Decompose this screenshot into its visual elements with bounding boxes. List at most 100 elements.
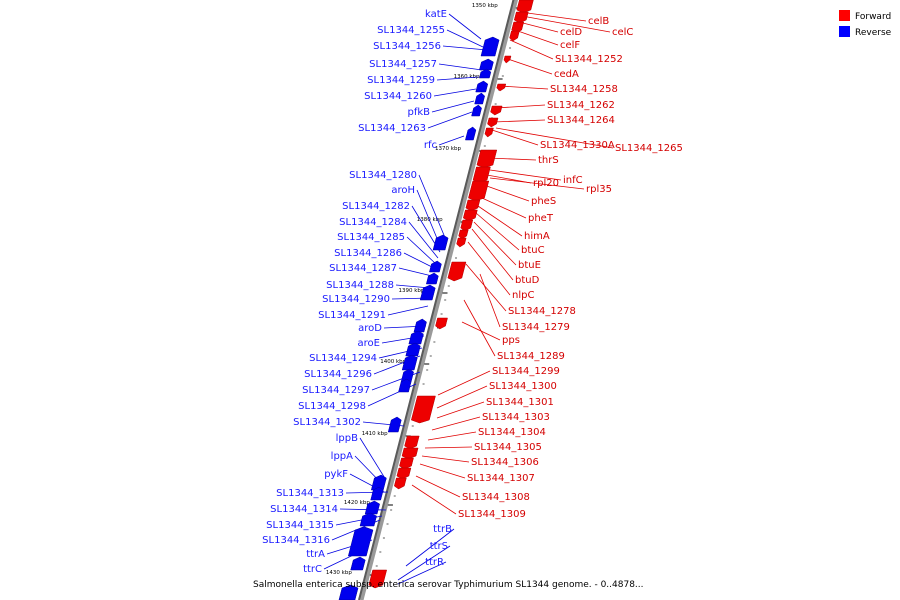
reverse-gene-arrow [387, 416, 402, 433]
forward-gene-label: cedA [554, 69, 579, 80]
forward-gene-arrow [490, 105, 503, 116]
reverse-gene-label: lppA [331, 451, 353, 462]
reverse-gene-label: SL1344_1256 [373, 41, 441, 52]
gene-features [338, 0, 534, 600]
reverse-gene-arrow [408, 330, 424, 345]
reverse-leader [403, 252, 435, 269]
forward-leader [495, 104, 546, 109]
forward-leader [465, 263, 507, 312]
reverse-gene-arrow [432, 234, 449, 251]
reverse-leader [442, 45, 488, 51]
forward-gene-arrow [503, 55, 512, 64]
reverse-gene-label: SL1344_1259 [367, 75, 435, 86]
forward-leader [499, 85, 549, 90]
reverse-gene-arrow [347, 526, 374, 557]
reverse-gene-label: SL1344_1282 [342, 201, 410, 212]
legend-swatch-reverse [839, 26, 850, 37]
reverse-leader [408, 221, 439, 259]
reverse-gene-label: SL1344_1287 [329, 263, 397, 274]
reverse-gene-arrow [359, 512, 377, 527]
reverse-gene-label: aroH [391, 185, 415, 196]
reverse-leader [427, 111, 473, 129]
forward-leader [518, 21, 559, 33]
forward-gene-label: btuE [518, 260, 541, 271]
forward-leader [479, 273, 501, 328]
reverse-gene-label: SL1344_1263 [358, 123, 426, 134]
forward-gene-arrow [462, 209, 478, 222]
forward-gene-arrow [465, 199, 481, 212]
reverse-leader [397, 561, 447, 585]
forward-leader [519, 11, 587, 22]
reverse-gene-label: SL1344_1285 [337, 232, 405, 243]
forward-gene-arrow [401, 447, 419, 460]
forward-leader [415, 475, 461, 498]
forward-gene-label: SL1344_1309 [458, 509, 526, 520]
tick-label: 1360 kbp [454, 74, 480, 80]
forward-gene-arrow [458, 229, 469, 240]
forward-gene-label: celB [588, 16, 609, 27]
forward-gene-label: SL1344_1303 [482, 412, 550, 423]
tick-label: 1430 kbp [326, 570, 352, 576]
forward-leader [509, 39, 554, 60]
legend-swatch-forward [839, 10, 850, 21]
forward-gene-label: SL1344_1264 [547, 115, 615, 126]
forward-gene-label: btuC [521, 245, 545, 256]
tick-label: 1350 kbp [472, 3, 498, 9]
forward-leader [437, 370, 491, 396]
forward-leader [421, 455, 470, 463]
reverse-gene-label: ttrC [303, 564, 322, 575]
forward-gene-label: SL1344_1330A [540, 140, 615, 151]
reverse-gene-arrow [479, 58, 494, 71]
axis-shadow [358, 0, 519, 600]
legend-label-forward: Forward [855, 12, 891, 22]
reverse-gene-label: SL1344_1315 [266, 520, 334, 531]
reverse-gene-label: pykF [324, 469, 348, 480]
forward-gene-label: SL1344_1300 [489, 381, 557, 392]
genome-caption: Salmonella enterica subsp. enterica sero… [253, 580, 644, 590]
reverse-leader [446, 29, 484, 48]
forward-gene-label: SL1344_1258 [550, 84, 618, 95]
forward-gene-arrow [396, 467, 412, 480]
reverse-gene-arrow [350, 556, 366, 571]
reverse-gene-arrow [471, 104, 482, 117]
forward-gene-arrow [404, 435, 420, 450]
forward-leader [491, 129, 539, 146]
forward-gene-arrow [460, 219, 474, 232]
reverse-gene-arrow [405, 342, 421, 357]
forward-leader [514, 29, 559, 46]
forward-gene-label: SL1344_1301 [486, 397, 554, 408]
forward-gene-label: SL1344_1304 [478, 427, 546, 438]
reverse-gene-arrow [398, 378, 412, 393]
forward-gene-arrow [476, 149, 498, 169]
reverse-leader [438, 135, 465, 146]
forward-leader [436, 401, 485, 419]
reverse-gene-label: SL1344_1294 [309, 353, 377, 364]
forward-gene-arrow [468, 180, 490, 202]
reverse-gene-arrow [338, 584, 359, 600]
forward-gene-label: SL1344_1262 [547, 100, 615, 111]
reverse-gene-label: ttrB [433, 524, 452, 535]
reverse-gene-label: SL1344_1296 [304, 369, 372, 380]
forward-gene-label: infC [563, 175, 583, 186]
reverse-gene-label: SL1344_1298 [298, 401, 366, 412]
forward-leader [477, 205, 523, 237]
forward-gene-label: celD [560, 27, 582, 38]
reverse-gene-label: aroE [358, 338, 380, 349]
forward-gene-label: nlpC [512, 290, 534, 301]
label-leaders [323, 11, 614, 585]
reverse-gene-label: ttrR [425, 557, 444, 568]
reverse-gene-arrow [413, 318, 427, 333]
reverse-gene-label: rfc [424, 140, 437, 151]
forward-gene-label: pheS [531, 196, 556, 207]
forward-leader [436, 385, 488, 409]
forward-leader [475, 212, 520, 251]
forward-leader [504, 57, 553, 75]
forward-gene-label: himA [524, 231, 550, 242]
reverse-gene-label: SL1344_1297 [302, 385, 370, 396]
genome-axis [358, 0, 519, 600]
forward-gene-label: SL1344_1299 [492, 366, 560, 377]
forward-gene-label: SL1344_1307 [467, 473, 535, 484]
tick-label: 1410 kbp [362, 431, 388, 437]
